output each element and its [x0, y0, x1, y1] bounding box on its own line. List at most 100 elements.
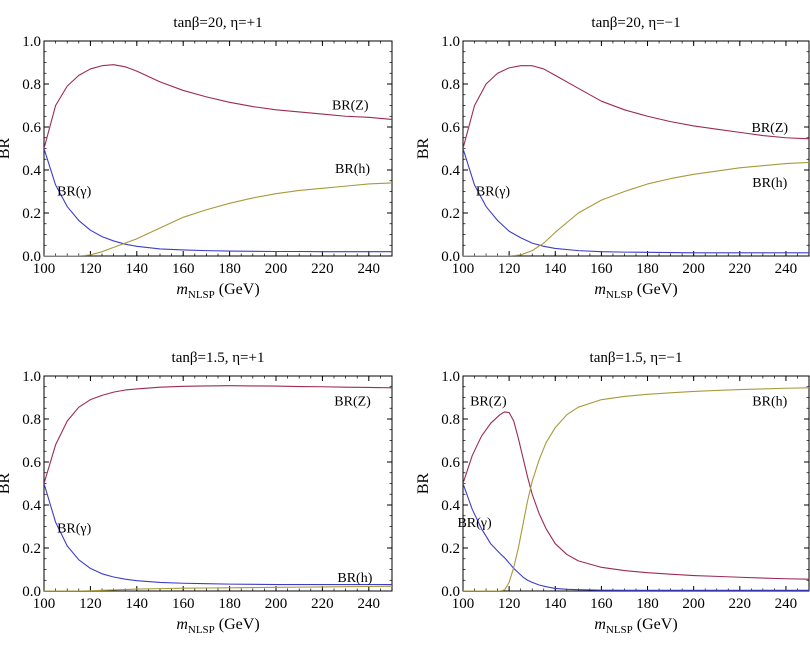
x-tick-label: 200: [682, 596, 705, 612]
y-tick-label: 0.0: [22, 584, 41, 600]
annotation-br-z: BR(Z): [752, 121, 789, 136]
x-axis-label-sub: NLSP: [188, 289, 215, 301]
y-axis-label: BR: [0, 138, 13, 160]
y-tick-label: 0.0: [22, 249, 41, 265]
x-tick-label: 140: [126, 596, 149, 612]
x-tick-label: 140: [126, 261, 149, 277]
series-line-br-z: [44, 64, 392, 149]
x-tick-label: 140: [544, 261, 567, 277]
x-tick-label: 200: [265, 261, 288, 277]
chart-title: tanβ=20, η=+1: [173, 15, 262, 31]
x-axis-label-main: m: [594, 616, 606, 633]
x-tick-label: 220: [311, 261, 334, 277]
x-tick-label: 100: [452, 596, 475, 612]
x-tick-label: 120: [498, 261, 521, 277]
chart-title: tanβ=20, η=−1: [591, 15, 680, 31]
y-tick-label: 1.0: [441, 34, 460, 50]
y-tick-label: 0.2: [22, 206, 41, 222]
annotation-br-gamma: BR(γ): [57, 184, 92, 199]
x-tick-label: 240: [358, 261, 381, 277]
x-axis-label-unit: (GeV): [215, 616, 260, 633]
x-tick-label: 240: [775, 261, 798, 277]
x-tick-label: 220: [311, 596, 334, 612]
series-line-br-z: [44, 385, 392, 484]
y-tick-label: 0.6: [441, 455, 460, 471]
x-axis-label: mNLSP (GeV): [594, 616, 677, 636]
annotation-br-gamma: BR(γ): [57, 522, 92, 537]
y-tick-label: 0.6: [22, 455, 41, 471]
x-tick-label: 220: [729, 261, 752, 277]
x-tick-label: 140: [544, 596, 567, 612]
chart-title: tanβ=1.5, η=+1: [172, 350, 265, 366]
chart-panel-4: tanβ=1.5, η=−1 0.0 0.2 0.4 0.6 0.8 1.0 100 120 14…: [415, 350, 810, 636]
series-line-br-gamma: [44, 483, 392, 586]
y-tick-label: 1.0: [22, 34, 41, 50]
y-tick-label: 0.4: [22, 163, 41, 179]
x-axis-label-unit: (GeV): [633, 616, 678, 633]
y-tick-label: 0.6: [441, 120, 460, 136]
annotation-br-gamma: BR(γ): [457, 516, 492, 531]
chart-panel-3: tanβ=1.5, η=+1 0.0 0.2 0.4 0.6 0.8 1.0 100 120 14…: [0, 350, 393, 636]
series-line-br-gamma: [463, 483, 809, 591]
x-axis-label-unit: (GeV): [215, 281, 260, 298]
series-line-br-h: [463, 161, 809, 256]
x-tick-label: 180: [218, 261, 241, 277]
y-tick-label: 0.4: [441, 498, 460, 514]
x-tick-label: 180: [218, 596, 241, 612]
x-tick-label: 100: [33, 596, 56, 612]
chart-title: tanβ=1.5, η=−1: [590, 350, 683, 366]
annotation-br-z: BR(Z): [334, 395, 371, 410]
y-tick-label: 0.8: [22, 77, 41, 93]
y-tick-label: 0.0: [441, 249, 460, 265]
x-axis-label-sub: NLSP: [188, 624, 215, 636]
annotation-br-h: BR(h): [752, 176, 787, 191]
annotation-br-h: BR(h): [337, 571, 372, 586]
chart-panel-1: tanβ=20, η=+1 0.0 0.2 0.4 0.6 0.8 1.0 100 120 140…: [0, 15, 393, 301]
y-tick-label: 0.8: [22, 412, 41, 428]
annotation-br-h: BR(h): [752, 395, 787, 410]
x-axis-label-unit: (GeV): [633, 281, 678, 298]
x-tick-label: 240: [358, 596, 381, 612]
y-tick-label: 1.0: [441, 369, 460, 385]
x-axis-label-main: m: [176, 281, 188, 298]
x-tick-label: 160: [590, 596, 613, 612]
annotation-br-z: BR(Z): [470, 395, 507, 410]
y-tick-label: 0.4: [441, 163, 460, 179]
y-tick-label: 0.6: [22, 120, 41, 136]
chart-panel-2: tanβ=20, η=−1 0.0 0.2 0.4 0.6 0.8 1.0 100 120 140…: [415, 15, 810, 301]
x-tick-label: 200: [265, 596, 288, 612]
x-tick-label: 120: [79, 261, 102, 277]
x-axis-label: mNLSP (GeV): [594, 281, 677, 301]
x-tick-label: 120: [498, 596, 521, 612]
y-axis-label: BR: [415, 138, 432, 160]
y-axis-label: BR: [415, 473, 432, 495]
y-tick-label: 0.2: [441, 206, 460, 222]
x-tick-label: 220: [729, 596, 752, 612]
x-axis-label: mNLSP (GeV): [176, 281, 259, 301]
x-tick-label: 180: [636, 261, 659, 277]
y-tick-label: 0.2: [441, 541, 460, 557]
y-tick-label: 0.0: [441, 584, 460, 600]
x-axis-label-sub: NLSP: [606, 624, 633, 636]
y-tick-label: 1.0: [22, 369, 41, 385]
x-axis-label-sub: NLSP: [606, 289, 633, 301]
y-tick-label: 0.8: [441, 412, 460, 428]
series-line-br-gamma: [44, 148, 392, 253]
series-line-br-z: [463, 411, 809, 580]
series-line-br-h: [44, 182, 392, 256]
x-tick-label: 160: [172, 261, 195, 277]
y-tick-label: 0.8: [441, 77, 460, 93]
series-line-br-h: [44, 585, 392, 591]
x-axis-label-main: m: [594, 281, 606, 298]
x-tick-label: 180: [636, 596, 659, 612]
x-tick-label: 100: [452, 261, 475, 277]
annotation-br-h: BR(h): [335, 162, 370, 177]
x-tick-label: 120: [79, 596, 102, 612]
x-axis-label: mNLSP (GeV): [176, 616, 259, 636]
x-axis-label-main: m: [176, 616, 188, 633]
annotation-br-gamma: BR(γ): [476, 184, 511, 199]
x-tick-label: 160: [172, 596, 195, 612]
annotation-br-z: BR(Z): [332, 98, 369, 113]
y-tick-label: 0.2: [22, 541, 41, 557]
